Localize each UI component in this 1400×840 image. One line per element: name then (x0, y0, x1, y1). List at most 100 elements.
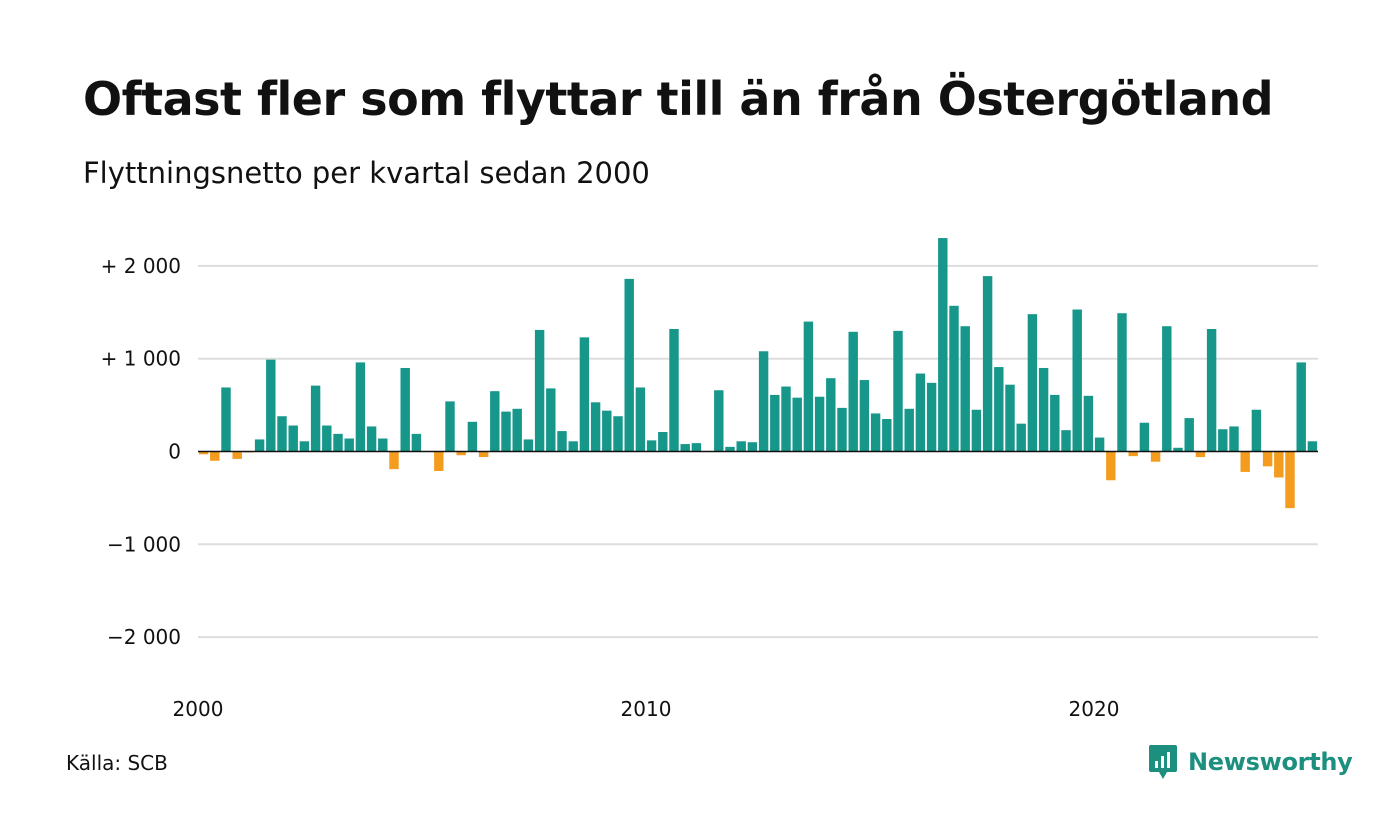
bar (770, 394, 780, 452)
bar (1206, 329, 1217, 452)
bar (534, 329, 545, 452)
bar (915, 373, 926, 452)
x-tick-label: 2000 (173, 697, 224, 721)
bar (1195, 451, 1206, 458)
bar (1285, 451, 1295, 509)
bar (1307, 441, 1318, 452)
bar (400, 367, 410, 452)
bar (1038, 367, 1049, 452)
bar (389, 451, 399, 470)
bar (1139, 422, 1150, 452)
bar (557, 431, 567, 452)
axis-labels: + 2 000 + 1 000 0 −1 000 −2 000 2000 2010 2020 (101, 254, 1120, 721)
bar (310, 385, 321, 452)
bar (1061, 430, 1071, 452)
bar (1027, 314, 1038, 452)
bar (568, 441, 578, 452)
bar (467, 421, 478, 452)
bar (266, 359, 276, 452)
brand-name: Newsworthy (1188, 748, 1353, 776)
bar (277, 416, 287, 452)
bar (803, 321, 814, 452)
bar (1150, 451, 1161, 462)
bar (1251, 409, 1262, 452)
bar (478, 451, 489, 458)
bar (624, 278, 634, 452)
bar (1218, 429, 1228, 452)
bar (1016, 423, 1026, 452)
bar (658, 432, 668, 452)
bar (893, 330, 903, 452)
bar (971, 409, 982, 452)
bar (960, 326, 970, 452)
bar (848, 331, 858, 452)
bar (859, 380, 870, 452)
bar (635, 387, 646, 452)
bar (1106, 451, 1116, 481)
bar (590, 402, 601, 452)
bar (1240, 451, 1250, 472)
chart-title: Oftast fler som flyttar till än från Öst… (83, 72, 1274, 126)
bar (982, 276, 993, 452)
x-tick-label: 2020 (1069, 697, 1120, 721)
bar (792, 397, 802, 452)
grid-lines (198, 264, 1318, 639)
bar (198, 451, 209, 455)
bar (758, 351, 769, 452)
bar (1050, 394, 1060, 452)
bar (210, 451, 220, 461)
bar (221, 387, 231, 452)
bar (837, 407, 847, 452)
bar (680, 444, 690, 452)
bar (646, 440, 657, 452)
bar (691, 443, 702, 452)
bar (490, 391, 500, 452)
bar (456, 451, 466, 456)
y-tick-label: + 2 000 (101, 254, 181, 278)
bar (378, 438, 388, 452)
bar (926, 382, 937, 452)
chart-subtitle: Flyttningsnetto per kvartal sedan 2000 (83, 156, 650, 190)
bar (434, 451, 444, 471)
bar (254, 439, 265, 452)
bar (904, 408, 914, 452)
bar (333, 433, 343, 452)
bar (579, 337, 590, 452)
bar (232, 451, 242, 459)
source-note: Källa: SCB (66, 751, 168, 775)
bar (1162, 326, 1172, 452)
bar (366, 426, 377, 452)
y-tick-label: −2 000 (107, 625, 181, 649)
bar (1094, 437, 1105, 452)
newsworthy-logo-icon (1149, 745, 1177, 779)
bar (747, 442, 758, 452)
bar (613, 416, 623, 452)
bar (602, 410, 612, 452)
bar (781, 386, 791, 452)
bar (1274, 451, 1284, 478)
bar (814, 396, 825, 452)
bar (322, 425, 332, 452)
bar (445, 401, 455, 452)
bar (355, 362, 366, 452)
bar (714, 390, 724, 452)
y-tick-label: 0 (168, 440, 181, 464)
bar (826, 378, 836, 452)
bar (736, 441, 746, 452)
bars (198, 238, 1318, 509)
bar (938, 238, 948, 452)
bar (546, 388, 556, 452)
bar (1005, 384, 1015, 452)
bar (1184, 418, 1194, 452)
bar (501, 411, 511, 452)
brand-logo[interactable]: Newsworthy (1148, 744, 1353, 780)
y-tick-label: −1 000 (107, 532, 181, 556)
bar (344, 438, 354, 452)
y-tick-label: + 1 000 (101, 347, 181, 371)
bar (1262, 451, 1273, 467)
bar (1173, 447, 1183, 452)
x-tick-label: 2010 (621, 697, 672, 721)
bar (1128, 451, 1138, 457)
bar (299, 441, 310, 452)
